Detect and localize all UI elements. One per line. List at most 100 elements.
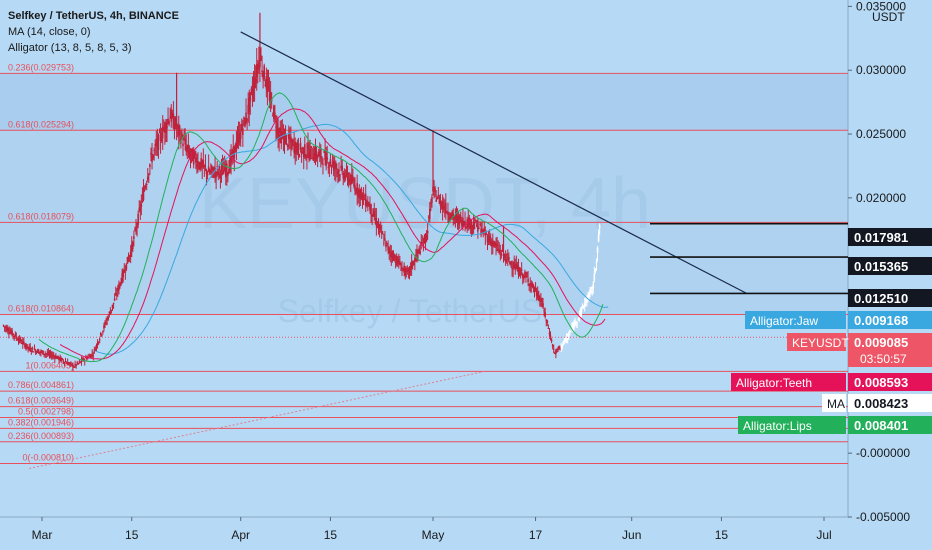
candle-body [586, 301, 588, 303]
x-tick-label: May [422, 528, 445, 542]
candle-body [295, 146, 298, 154]
candle-body [123, 270, 126, 273]
y-tick-label: 0.025000 [856, 127, 906, 141]
candle-body [277, 128, 279, 135]
candle-body [359, 190, 362, 199]
fib-label: 0.236(0.029753) [8, 62, 74, 72]
price-tag-value-box[interactable] [848, 333, 932, 351]
candle-body [287, 134, 290, 140]
candle-body [575, 322, 577, 324]
candle-body [592, 283, 595, 289]
candle-body [30, 350, 33, 352]
candle-body [134, 228, 136, 230]
price-tag-label-box[interactable] [822, 394, 846, 412]
price-tag-value-box[interactable] [848, 257, 932, 275]
candle-body [579, 310, 582, 312]
candle-body [111, 304, 114, 308]
candle-body [322, 163, 324, 165]
price-tag-value-box[interactable] [848, 373, 932, 391]
resistance-trendline[interactable] [240, 31, 748, 295]
candle-body [480, 228, 482, 236]
candle-body [371, 214, 373, 217]
price-tag-label-box[interactable] [738, 416, 846, 434]
price-tag-label-box[interactable] [731, 373, 846, 391]
price-tag-value[interactable]: 0.008593 [854, 375, 908, 390]
price-tag-label[interactable]: KEYUSDT [792, 336, 849, 350]
candle-body [5, 327, 8, 332]
candle-body [24, 344, 26, 348]
candle-body [523, 275, 525, 280]
y-tick-label: -0.005000 [856, 510, 910, 524]
candle-body [327, 166, 330, 168]
price-tag-value-box[interactable] [848, 416, 932, 434]
alligator-lips-line [38, 92, 604, 363]
candle-body [285, 135, 288, 137]
y-tick-label: 0.020000 [856, 191, 906, 205]
price-tag-value[interactable]: 0.009085 [854, 335, 908, 350]
candle-body [401, 267, 403, 269]
price-tag-label[interactable]: Alligator:Teeth [736, 376, 812, 390]
candle-body [218, 165, 221, 170]
candle-body [28, 346, 30, 349]
candle-body [246, 118, 248, 120]
candle-body [153, 149, 155, 151]
ma-indicator-label[interactable]: MA (14, close, 0) [8, 26, 91, 38]
candle-body [156, 138, 159, 147]
candle-body [245, 112, 247, 123]
price-tag-value[interactable]: 0.017981 [854, 230, 908, 245]
candle-body [19, 338, 22, 342]
candle-body [299, 142, 302, 150]
candle-body [232, 147, 235, 156]
price-tag-value[interactable]: 0.009168 [854, 313, 908, 328]
price-tag-value[interactable]: 0.012510 [854, 291, 908, 306]
candle-body [223, 164, 226, 171]
candle-body [141, 195, 144, 197]
candle-body [58, 357, 60, 360]
price-tag-value-box[interactable] [848, 289, 932, 307]
candle-body [68, 363, 71, 365]
price-tag-label-box[interactable] [787, 333, 846, 351]
candle-body [338, 169, 340, 172]
candle-body [99, 332, 102, 336]
fib-label: 0.382(0.001946) [8, 417, 74, 427]
candle-body [386, 243, 388, 245]
candle-body [388, 247, 390, 253]
candle-body [255, 64, 258, 78]
price-tag-label[interactable]: Alligator:Jaw [750, 314, 818, 328]
candle-body [321, 157, 323, 159]
price-tag-value[interactable]: 0.015365 [854, 259, 908, 274]
candle-body [559, 347, 561, 349]
fib-label: 0.618(0.003649) [8, 396, 74, 406]
candle-body [32, 351, 35, 353]
price-tag-label[interactable]: Alligator:Lips [743, 419, 812, 433]
price-tag-label[interactable]: MA [827, 397, 845, 411]
price-tag-value-box[interactable] [848, 228, 932, 246]
price-tag-value-box[interactable] [848, 311, 932, 329]
candle-body [353, 183, 355, 187]
candle-body [196, 163, 198, 168]
candle-body [417, 250, 419, 254]
price-tag-value[interactable]: 0.008401 [854, 418, 908, 433]
x-tick-label: 17 [529, 528, 543, 542]
candle-body [504, 258, 507, 263]
candle-body [155, 143, 158, 147]
candle-body [175, 127, 178, 130]
alligator-indicator-label[interactable]: Alligator (13, 8, 5, 8, 5, 3) [8, 42, 132, 54]
price-tag-value[interactable]: 0.008423 [854, 396, 908, 411]
candle-body [228, 169, 230, 174]
candle-body [263, 65, 266, 79]
candle-body [589, 290, 591, 294]
candle-body [547, 327, 550, 329]
candle-body [403, 265, 405, 273]
candle-body [591, 291, 593, 293]
candle-body [259, 57, 261, 68]
candle-body [313, 152, 316, 160]
candle-body [108, 312, 111, 314]
candle-body [152, 154, 154, 159]
candle-body [443, 208, 446, 210]
candle-body [200, 158, 202, 169]
price-tag-label-box[interactable] [745, 311, 846, 329]
price-tag-value-box[interactable] [848, 394, 932, 412]
candle-body [279, 127, 282, 134]
